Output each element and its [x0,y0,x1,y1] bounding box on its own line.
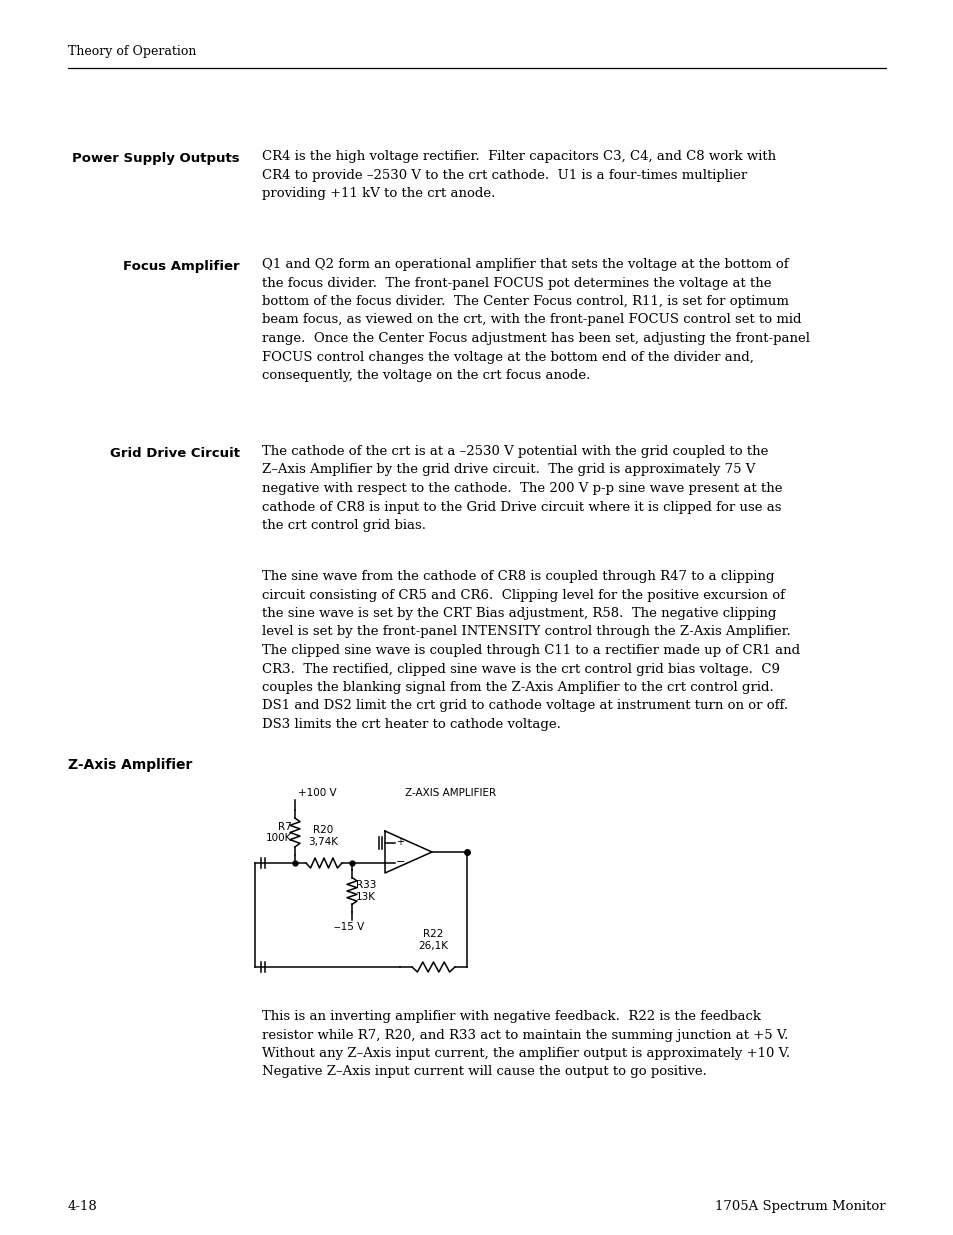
Text: 4-18: 4-18 [68,1200,97,1213]
Text: +: + [395,837,403,847]
Text: Focus Amplifier: Focus Amplifier [123,261,240,273]
Text: R33
13K: R33 13K [355,881,376,902]
Text: R20
3,74K: R20 3,74K [308,825,338,847]
Text: ‒15 V: ‒15 V [334,923,364,932]
Text: CR4 is the high voltage rectifier.  Filter capacitors C3, C4, and C8 work with
C: CR4 is the high voltage rectifier. Filte… [262,149,776,200]
Text: Power Supply Outputs: Power Supply Outputs [72,152,240,165]
Text: R7
100K: R7 100K [265,821,292,844]
Text: 1705A Spectrum Monitor: 1705A Spectrum Monitor [715,1200,885,1213]
Text: Z-AXIS AMPLIFIER: Z-AXIS AMPLIFIER [405,788,496,798]
Text: R22
26,1K: R22 26,1K [418,930,448,951]
Text: +100 V: +100 V [297,788,336,798]
Text: Grid Drive Circuit: Grid Drive Circuit [110,447,240,459]
Text: Z-Axis Amplifier: Z-Axis Amplifier [68,758,193,772]
Text: Theory of Operation: Theory of Operation [68,44,196,58]
Text: Q1 and Q2 form an operational amplifier that sets the voltage at the bottom of
t: Q1 and Q2 form an operational amplifier … [262,258,809,382]
Text: This is an inverting amplifier with negative feedback.  R22 is the feedback
resi: This is an inverting amplifier with nega… [262,1010,789,1078]
Text: −: − [395,857,405,867]
Text: The cathode of the crt is at a –2530 V potential with the grid coupled to the
Z–: The cathode of the crt is at a –2530 V p… [262,445,781,532]
Text: The sine wave from the cathode of CR8 is coupled through R47 to a clipping
circu: The sine wave from the cathode of CR8 is… [262,571,800,731]
